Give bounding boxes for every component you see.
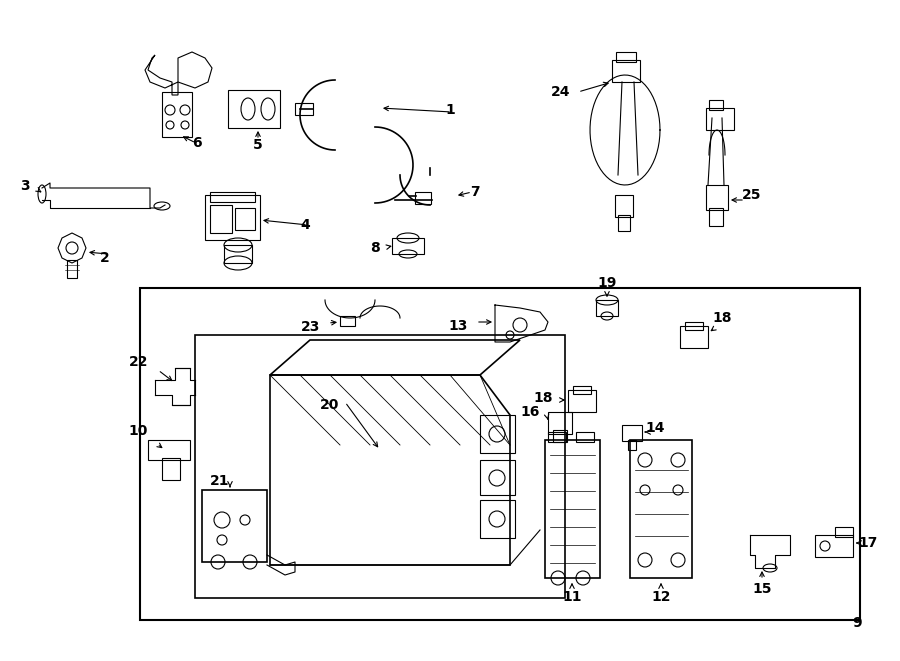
Bar [162,92,192,137]
Text: 5: 5 [253,138,263,152]
Bar [618,215,630,231]
Bar [202,490,267,562]
Text: 16: 16 [520,405,540,419]
Text: 12: 12 [652,590,670,604]
Bar [576,432,594,442]
Text: 13: 13 [448,319,468,333]
Bar [228,90,280,128]
Bar [415,192,431,204]
Text: 2: 2 [100,251,110,265]
Text: 14: 14 [645,421,664,435]
Bar [596,300,618,316]
Text: 11: 11 [562,590,581,604]
Text: 7: 7 [470,185,480,199]
Text: 22: 22 [129,355,148,369]
Bar [835,527,853,537]
Text: 25: 25 [742,188,761,202]
Bar [295,103,313,115]
Text: 9: 9 [852,616,861,630]
Bar [205,195,260,240]
Bar [622,425,642,441]
Bar [628,440,636,450]
Bar [480,500,515,538]
Bar [548,432,566,442]
Bar [709,208,723,226]
Text: 1: 1 [445,103,455,117]
Bar [573,386,591,394]
Text: 10: 10 [129,424,148,438]
Bar [162,458,180,480]
Text: 24: 24 [551,85,570,99]
Bar [612,60,640,82]
Text: 8: 8 [370,241,380,255]
Bar [706,108,734,130]
Bar [210,192,255,202]
Bar [195,335,565,598]
Bar [615,195,633,217]
Bar [616,52,636,62]
Text: 20: 20 [320,398,339,412]
Bar [67,260,77,278]
Bar [224,245,252,263]
Text: 15: 15 [752,582,772,596]
Text: 6: 6 [192,136,202,150]
Text: 18: 18 [534,391,553,405]
Bar [480,460,515,495]
Text: 4: 4 [300,218,310,232]
Bar [480,415,515,453]
Bar [630,440,692,578]
Bar [706,185,728,210]
Bar [680,326,708,348]
Bar [553,430,567,442]
Text: 19: 19 [598,276,616,290]
Bar [545,440,600,578]
Text: 23: 23 [301,320,320,334]
Bar [548,412,572,434]
Text: 18: 18 [712,311,732,325]
Bar [709,100,723,110]
Text: 3: 3 [21,179,30,193]
Bar [568,390,596,412]
Text: 21: 21 [210,474,230,488]
Text: 17: 17 [858,536,878,550]
Bar [340,316,355,326]
Bar [235,208,255,230]
Bar [140,288,860,620]
Bar [210,205,232,233]
Bar [392,238,424,254]
Bar [148,440,190,460]
Bar [815,535,853,557]
Bar [685,322,703,330]
